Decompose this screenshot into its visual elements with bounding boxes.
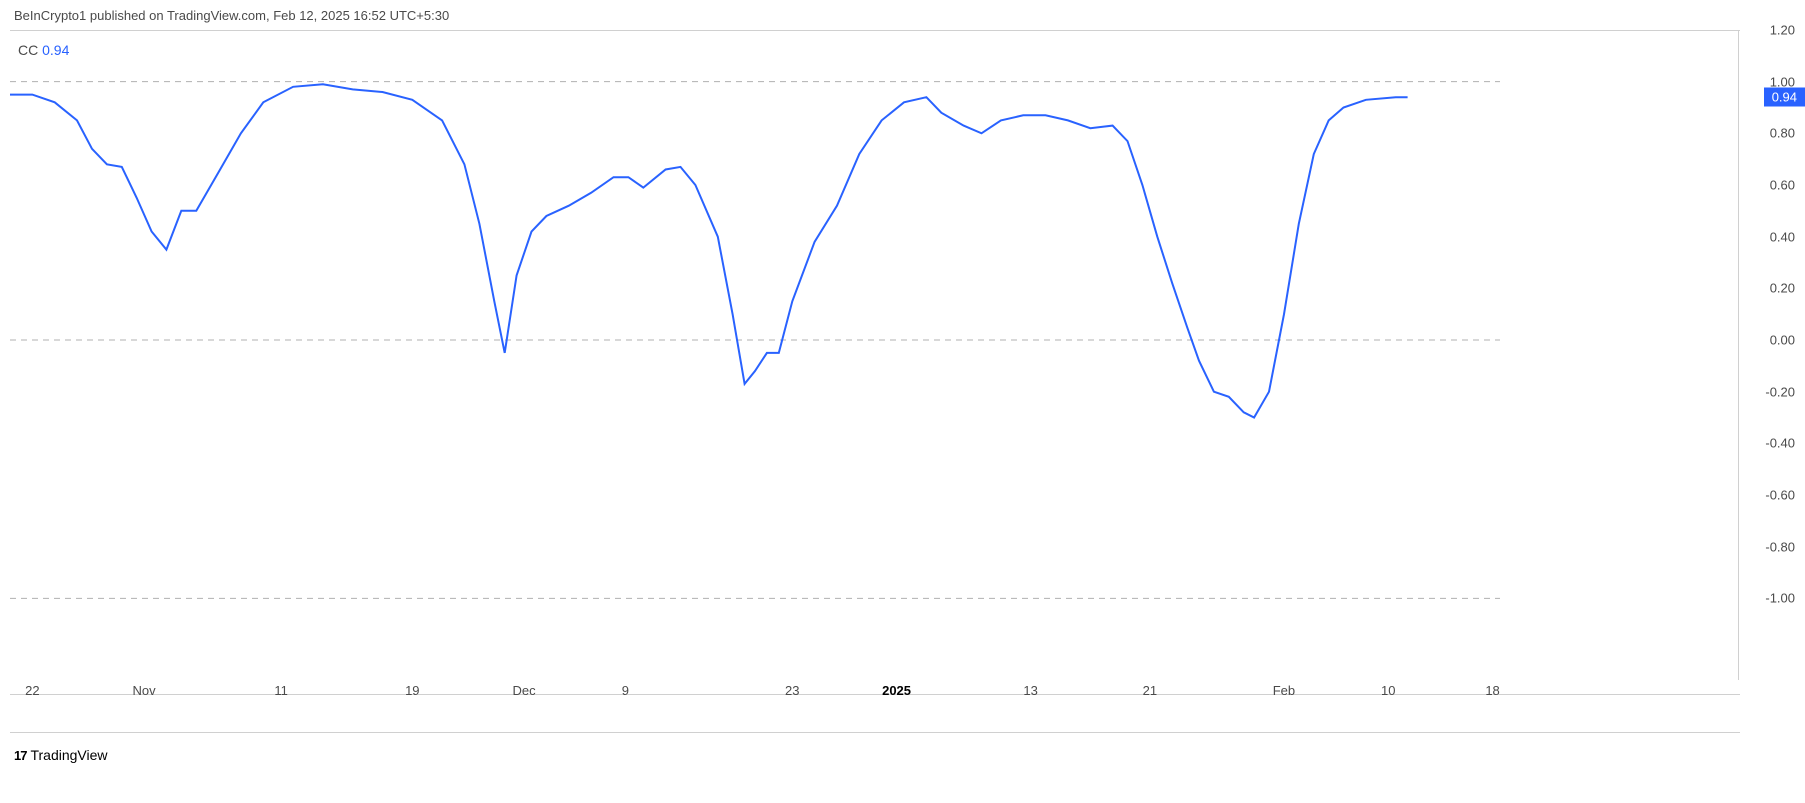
x-axis-label: 11 (274, 683, 288, 698)
x-axis-label: 21 (1143, 683, 1157, 698)
x-axis-label: 13 (1023, 683, 1037, 698)
footer-brand: 17 TradingView (14, 747, 108, 763)
x-axis-label: Dec (512, 683, 535, 698)
x-axis-label: 19 (405, 683, 419, 698)
y-axis-border (1738, 30, 1739, 680)
x-axis-label: 10 (1381, 683, 1395, 698)
y-axis-label: -0.60 (1765, 488, 1795, 503)
publish-header: BeInCrypto1 published on TradingView.com… (14, 8, 449, 23)
y-axis-label: -1.00 (1765, 591, 1795, 606)
x-axis-label: Nov (133, 683, 156, 698)
x-axis-label: 9 (622, 683, 629, 698)
y-axis-label: 0.60 (1770, 178, 1795, 193)
y-axis-label: -0.40 (1765, 436, 1795, 451)
x-axis-label: 18 (1485, 683, 1499, 698)
footer-border (10, 732, 1740, 733)
y-axis-label: 0.40 (1770, 229, 1795, 244)
x-axis-label: 2025 (882, 683, 911, 698)
x-axis-label: 23 (785, 683, 799, 698)
y-axis-label: 0.80 (1770, 126, 1795, 141)
x-axis-label: Feb (1273, 683, 1295, 698)
y-axis-label: 0.00 (1770, 333, 1795, 348)
current-value-badge: 0.94 (1764, 88, 1805, 107)
x-axis-label: 22 (25, 683, 39, 698)
tradingview-brand-text: TradingView (30, 747, 107, 763)
y-axis-label: -0.20 (1765, 384, 1795, 399)
tradingview-logo-icon: 17 (14, 748, 26, 763)
line-chart-svg (10, 30, 1500, 650)
y-axis: 1.201.000.800.600.400.200.00-0.20-0.40-0… (1745, 30, 1805, 650)
x-axis: 22 Nov 11 19 Dec 9 23 2025 13 21 Feb 10 18 (10, 683, 1500, 713)
y-axis-label: 1.20 (1770, 23, 1795, 38)
chart-plot-area[interactable] (10, 30, 1500, 650)
y-axis-label: -0.80 (1765, 539, 1795, 554)
y-axis-label: 0.20 (1770, 281, 1795, 296)
